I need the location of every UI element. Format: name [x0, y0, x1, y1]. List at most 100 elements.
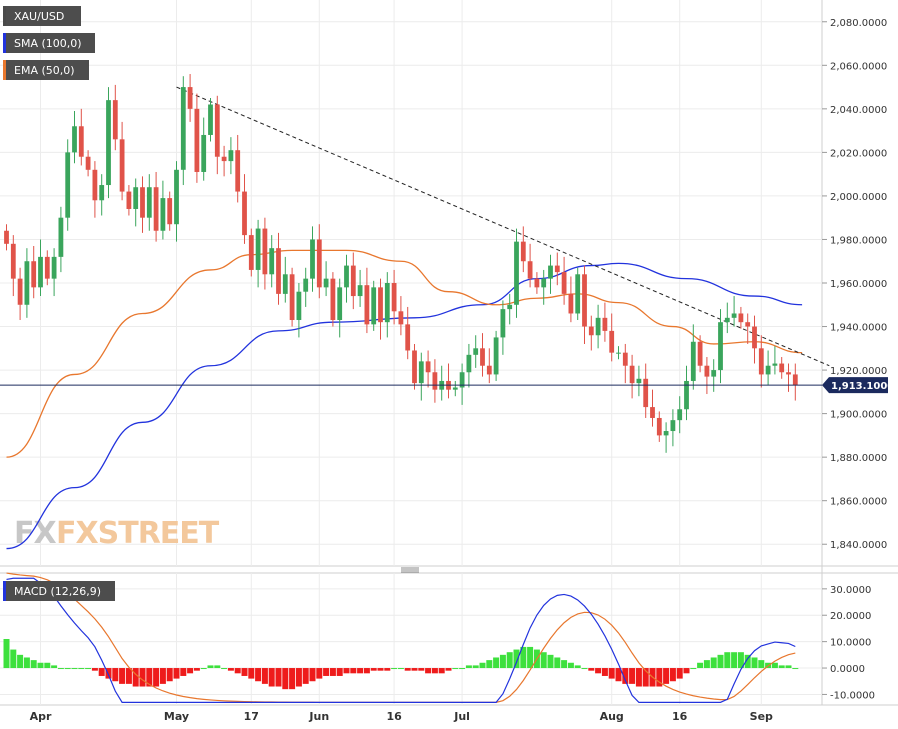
- candle-body: [507, 304, 513, 310]
- sma-100-layer: [6, 262, 803, 550]
- macd-hist-bar-positive: [71, 668, 78, 670]
- candle-bearish: [126, 185, 132, 216]
- candle-body: [378, 287, 383, 323]
- macd-hist-bar-negative: [146, 668, 153, 687]
- candle-body: [622, 352, 628, 366]
- candle-bearish: [167, 191, 173, 231]
- candle-body: [31, 261, 37, 288]
- macd-hist-bar-negative: [384, 668, 391, 671]
- candle-bearish: [378, 278, 383, 340]
- sma-100-line: [6, 262, 803, 550]
- candle-body: [480, 348, 485, 366]
- candle-body: [24, 261, 30, 305]
- candle-body: [99, 185, 105, 201]
- candle-body: [112, 100, 118, 140]
- candle-body: [289, 274, 295, 321]
- price-axis-tick-label: 1,940.0000: [830, 323, 887, 334]
- candle-bullish: [514, 228, 519, 318]
- candle-bearish: [364, 267, 370, 334]
- candle-bullish: [65, 139, 71, 231]
- macd-hist-bar-positive: [751, 657, 758, 669]
- candle-body: [187, 87, 193, 109]
- time-axis-tick-label: Jun: [308, 710, 329, 723]
- macd-hist-bar-positive: [737, 652, 744, 669]
- macd-hist-bar-negative: [642, 668, 649, 687]
- candle-body: [425, 361, 431, 373]
- candle-body: [310, 239, 315, 279]
- price-axis-tick-label: 1,840.0000: [830, 540, 887, 551]
- candle-bullish: [473, 335, 479, 368]
- candle-body: [718, 322, 723, 371]
- candle-body: [541, 278, 547, 288]
- candle-body: [459, 372, 465, 388]
- candle-bearish: [588, 315, 594, 351]
- price-axis-tick-label: 1,920.0000: [830, 366, 887, 377]
- time-axis-tick-label: 16: [386, 710, 402, 723]
- pane-resize-handle[interactable]: [401, 567, 419, 573]
- macd-hist-bar-positive: [391, 668, 398, 670]
- candle-body: [119, 139, 125, 192]
- macd-hist-bar-negative: [357, 668, 364, 674]
- candle-bullish: [636, 365, 642, 397]
- candle-bullish: [718, 309, 723, 384]
- candle-bearish: [316, 224, 322, 299]
- macd-hist-bar-negative: [255, 668, 262, 682]
- candle-bearish: [432, 359, 438, 403]
- macd-hist-bar-negative: [411, 668, 418, 671]
- macd-hist-bar-negative: [663, 668, 670, 684]
- price-axis[interactable]: 2,080.0000 2,060.0000 2,040.0000 2,020.0000…: [822, 18, 887, 551]
- time-axis[interactable]: Apr May 17 Jun 16 Jul Aug 16 Sep: [30, 710, 773, 723]
- macd-hist-bar-negative: [343, 668, 350, 674]
- macd-hist-bar-negative: [234, 668, 241, 674]
- candle-bullish: [663, 422, 669, 453]
- candle-bullish: [500, 300, 506, 355]
- macd-hist-bar-positive: [792, 668, 799, 670]
- macd-hist-bar-negative: [445, 668, 452, 671]
- candle-body: [650, 407, 655, 418]
- candle-body: [384, 283, 390, 323]
- time-axis-tick-label: Sep: [750, 710, 773, 723]
- macd-hist-bar-negative: [350, 668, 357, 674]
- macd-axis[interactable]: 30.0000 20.0000 10.0000 0.0000 -10.0000: [822, 585, 875, 702]
- macd-hist-bar-negative: [336, 668, 343, 676]
- price-axis-tick-label: 2,040.0000: [830, 105, 887, 116]
- watermark-text: FXSTREET: [56, 516, 220, 551]
- legend-item-ema-50[interactable]: EMA (50,0): [3, 60, 89, 80]
- main-legend: XAU/USD SMA (100,0) EMA (50,0): [3, 6, 95, 80]
- candle-bearish: [425, 350, 431, 388]
- macd-hist-bar-positive: [214, 665, 221, 669]
- legend-swatch: [3, 60, 6, 80]
- macd-hist-bar-positive: [561, 660, 568, 669]
- macd-hist-bar-positive: [85, 668, 92, 670]
- legend-item-sma-100[interactable]: SMA (100,0): [3, 33, 95, 53]
- macd-hist-bar-positive: [221, 668, 228, 670]
- candle-bearish: [17, 267, 23, 321]
- macd-hist-bar-positive: [57, 668, 64, 670]
- legend-label: XAU/USD: [14, 10, 64, 23]
- candle-bearish: [44, 250, 50, 286]
- macd-hist-bar-negative: [418, 668, 425, 671]
- candle-bullish: [160, 180, 166, 240]
- macd-hist-bar-positive: [574, 665, 581, 669]
- candle-bullish: [731, 296, 737, 327]
- legend-item-xauusd[interactable]: XAU/USD: [3, 6, 81, 26]
- candle-body: [561, 272, 567, 294]
- candle-body: [330, 278, 336, 321]
- candle-body: [303, 278, 309, 292]
- macd-hist-bar-negative: [363, 668, 370, 674]
- macd-hist-bar-negative: [370, 668, 377, 671]
- candle-body: [636, 378, 642, 384]
- macd-legend-box[interactable]: [3, 581, 115, 601]
- macd-hist-bar-negative: [241, 668, 248, 676]
- candle-body: [228, 150, 234, 162]
- candle-body: [724, 317, 730, 323]
- price-axis-tick-label: 2,060.0000: [830, 61, 887, 72]
- candles-layer: [4, 74, 798, 453]
- macd-hist-bar-positive: [731, 652, 738, 669]
- candle-body: [133, 187, 139, 209]
- price-axis-tick-label: 2,080.0000: [830, 18, 887, 29]
- candle-body: [262, 228, 268, 275]
- candle-bullish: [765, 350, 771, 386]
- ema-50-line: [6, 249, 803, 458]
- candle-bullish: [357, 269, 363, 307]
